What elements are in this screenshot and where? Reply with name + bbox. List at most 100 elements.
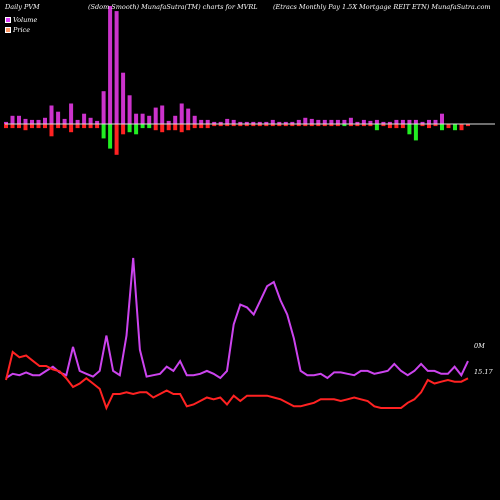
volume-bar-down — [387, 124, 392, 129]
volume-bar-up — [303, 117, 308, 124]
volume-bar-down — [199, 124, 204, 129]
volume-bar-up — [342, 119, 347, 124]
volume-bar-down — [459, 124, 464, 131]
volume-bar-up — [329, 119, 334, 124]
legend-volume-label: Volume — [13, 16, 38, 24]
volume-bar-down — [4, 124, 8, 129]
volume-bar-up — [140, 113, 145, 124]
volume-bar-up — [134, 113, 139, 124]
volume-bar-down — [440, 124, 444, 131]
volume-bar-up — [309, 118, 314, 124]
volume-bar-up — [173, 115, 178, 124]
volume-bar-down — [69, 124, 74, 133]
volume-bar-down — [56, 124, 61, 129]
volume-bar-down — [413, 124, 418, 141]
volume-bar-up — [114, 11, 119, 125]
volume-bar-down — [329, 124, 334, 127]
volume-bar-up — [212, 121, 217, 124]
volume-bar-down — [231, 124, 236, 127]
volume-bar-up — [95, 120, 100, 124]
price-last-label: 15.17 — [474, 368, 493, 376]
volume-bar-up — [420, 121, 425, 124]
volume-bar-down — [303, 124, 308, 127]
volume-bar-down — [466, 124, 470, 127]
volume-bar-up — [166, 120, 171, 124]
legend-volume: Volume — [5, 16, 37, 24]
volume-bar-down — [153, 124, 158, 131]
volume-bar-down — [427, 124, 431, 129]
volume-bar-up — [186, 108, 191, 124]
volume-bar-up — [244, 121, 249, 124]
volume-bar-up — [335, 119, 340, 124]
volume-bar-up — [108, 6, 113, 124]
volume-bar-up — [121, 72, 126, 124]
volume-bar-up — [225, 118, 230, 124]
volume-bar-down — [134, 124, 139, 135]
volume-bar-down — [179, 124, 184, 133]
volume-bar-down — [270, 124, 275, 127]
volume-bar-up — [36, 119, 41, 124]
volume-bar-up — [381, 121, 386, 124]
volume-bar-down — [394, 124, 399, 129]
volume-bar-up — [374, 119, 379, 124]
price-line — [5, 350, 469, 411]
volume-bar-down — [290, 124, 295, 127]
volume-bar-up — [387, 121, 392, 124]
volume-bar-up — [75, 119, 80, 124]
header-left: Daily PVM — [5, 3, 40, 11]
volume-bar-down — [23, 124, 28, 131]
volume-bar-down — [62, 124, 67, 129]
volume-bar-up — [257, 121, 262, 124]
volume-bar-up — [251, 121, 256, 124]
volume-bar-up — [192, 115, 197, 124]
volume-bar-down — [114, 124, 119, 155]
volume-bar-down — [30, 124, 34, 129]
price-swatch — [5, 27, 11, 33]
volume-bar-up — [238, 121, 243, 124]
volume-bar-up — [23, 118, 28, 124]
volume-bar-down — [160, 124, 165, 133]
volume-bar-down — [36, 124, 41, 129]
volume-bar-up — [199, 119, 204, 124]
volume-bars — [4, 6, 470, 155]
volume-bar-down — [446, 124, 451, 129]
volume-bar-down — [147, 124, 152, 129]
volume-bar-down — [212, 124, 217, 127]
volume-bar-down — [225, 124, 230, 127]
volume-bar-down — [361, 124, 366, 127]
volume-bar-up — [49, 105, 54, 124]
legend-price: Price — [5, 26, 30, 34]
volume-bar-down — [82, 124, 87, 129]
volume-bar-down — [166, 124, 171, 131]
volume-bar-up — [88, 117, 93, 124]
volume-bar-up — [17, 115, 21, 124]
volume-bar-up — [355, 121, 360, 124]
volume-bar-up — [4, 121, 8, 124]
volume-swatch — [5, 17, 11, 23]
volume-bar-down — [296, 124, 301, 127]
volume-bar-down — [251, 124, 256, 127]
volume-bar-up — [290, 121, 295, 124]
volume-bar-down — [43, 124, 47, 129]
volume-bar-down — [309, 124, 314, 127]
volume-bar-up — [264, 121, 269, 124]
volume-bar-down — [101, 124, 106, 139]
volume-bar-down — [348, 124, 353, 127]
volume-bar-up — [101, 91, 106, 124]
volume-bar-up — [407, 119, 412, 124]
volume-bar-up — [368, 120, 373, 124]
volume-bar-down — [108, 124, 113, 149]
volume-bar-up — [296, 119, 301, 124]
volume-bar-up — [348, 117, 353, 124]
volume-bar-down — [342, 124, 347, 127]
legend-price-label: Price — [13, 26, 31, 34]
volume-bar-up — [218, 121, 223, 124]
volume-bar-up — [433, 119, 438, 124]
volume-bar-up — [30, 119, 34, 124]
volume-bar-down — [192, 124, 197, 129]
volume-bar-down — [95, 124, 100, 129]
volume-bar-up — [43, 117, 47, 124]
volume-bar-up — [316, 119, 321, 124]
volume-bar-down — [186, 124, 191, 131]
